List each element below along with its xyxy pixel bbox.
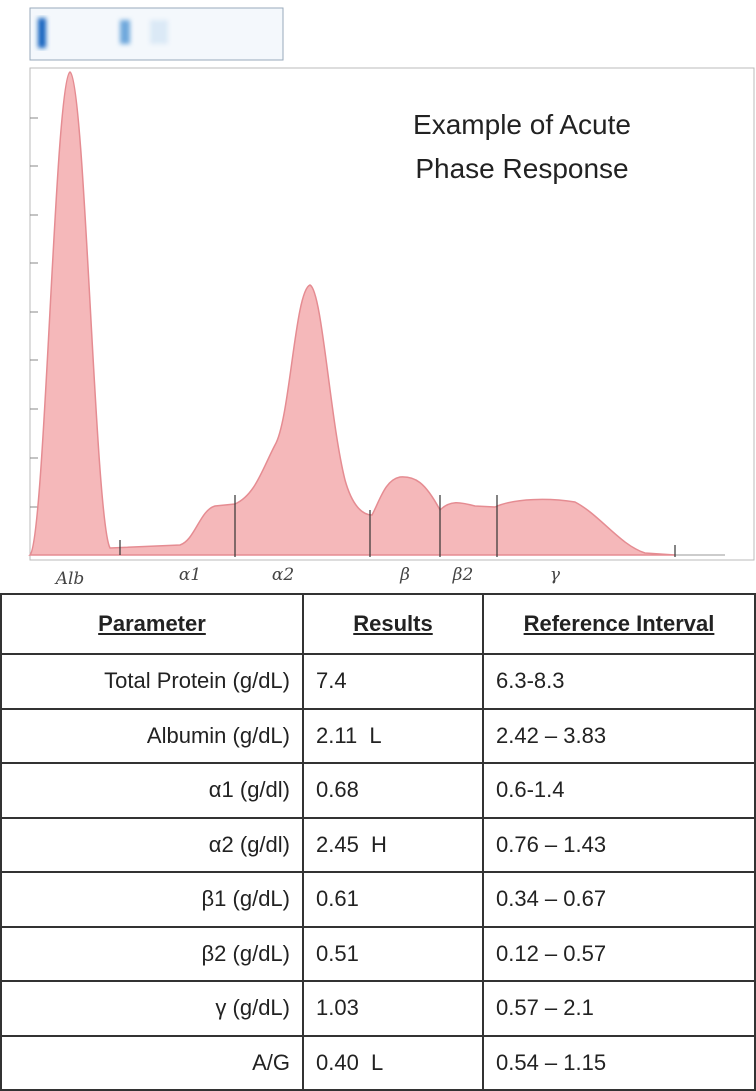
table-cell: Total Protein (g/dL) — [1, 654, 303, 709]
table-cell: 0.57 – 2.1 — [483, 981, 755, 1036]
table-cell: α1 (g/dl) — [1, 763, 303, 818]
table-cell: 0.51 — [303, 927, 483, 982]
table-cell: 6.3-8.3 — [483, 654, 755, 709]
table-cell: 0.40 L — [303, 1036, 483, 1091]
table-cell: A/G — [1, 1036, 303, 1091]
table-cell: 2.42 – 3.83 — [483, 709, 755, 764]
table-cell: 1.03 — [303, 981, 483, 1036]
table-cell: 2.11 L — [303, 709, 483, 764]
figure: Example of Acute Phase Response Alb α1 α… — [0, 0, 756, 593]
fraction-label: α1 — [179, 565, 201, 585]
table-cell: 0.34 – 0.67 — [483, 872, 755, 927]
fraction-label: β — [399, 565, 410, 585]
table-cell: 7.4 — [303, 654, 483, 709]
page: Example of Acute Phase Response Alb α1 α… — [0, 0, 756, 1091]
table-cell: β1 (g/dL) — [1, 872, 303, 927]
fraction-label: β2 — [452, 565, 474, 585]
table-cell: β2 (g/dL) — [1, 927, 303, 982]
header-cell: Reference Interval — [483, 594, 755, 654]
table-cell: 0.6-1.4 — [483, 763, 755, 818]
table-cell: 2.45 H — [303, 818, 483, 873]
header-cell: Results — [303, 594, 483, 654]
table-cell: 0.76 – 1.43 — [483, 818, 755, 873]
fraction-label: Alb — [54, 569, 85, 589]
table-cell: 0.61 — [303, 872, 483, 927]
table-cell: Albumin (g/dL) — [1, 709, 303, 764]
table-cell: 0.54 – 1.15 — [483, 1036, 755, 1091]
table-cell: 0.12 – 0.57 — [483, 927, 755, 982]
table-cell: α2 (g/dl) — [1, 818, 303, 873]
title-line: Example of Acute — [413, 109, 631, 140]
fraction-label: α2 — [272, 565, 294, 585]
table-cell: γ (g/dL) — [1, 981, 303, 1036]
fraction-label: γ — [550, 565, 561, 585]
header-cell: Parameter — [1, 594, 303, 654]
table-cell: 0.68 — [303, 763, 483, 818]
title-line: Phase Response — [415, 153, 628, 184]
